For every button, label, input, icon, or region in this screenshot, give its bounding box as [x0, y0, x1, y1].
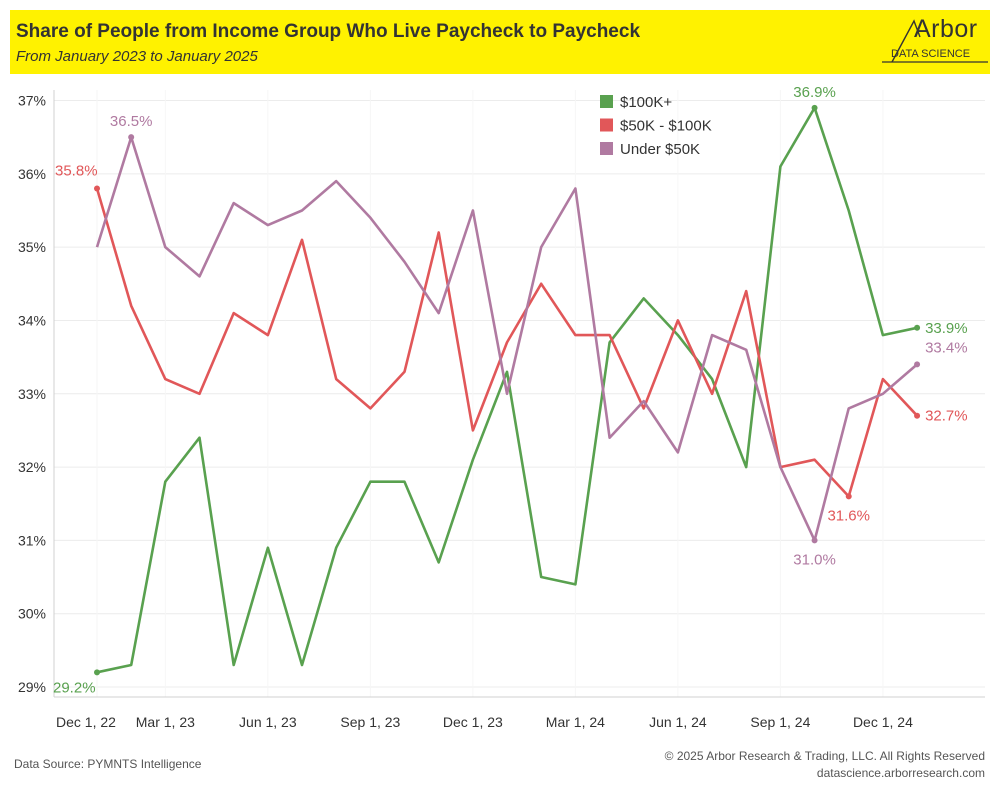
x-tick-label: Dec 1, 23: [443, 714, 503, 730]
legend-label: $50K - $100K: [620, 118, 712, 135]
x-tick-label: Dec 1, 24: [853, 714, 913, 730]
logo-subtitle: DATA SCIENCE: [891, 48, 971, 60]
y-tick-label: 33%: [18, 386, 46, 402]
y-tick-label: 29%: [18, 679, 46, 695]
data-label: 33.9%: [925, 320, 968, 337]
line-chart: 29% 30% 31% 32% 33% 34% 35% 36% 37% Dec 1, 22 Mar …: [18, 84, 985, 730]
data-label: 29.2%: [53, 679, 96, 696]
legend: $100K+ $50K - $100K Under $50K: [600, 94, 712, 158]
data-label: 36.9%: [793, 84, 836, 101]
data-source: Data Source: PYMNTS Intelligence: [14, 757, 202, 771]
series-line: [96, 106, 918, 674]
data-labels: 29.2% 36.9% 33.9% 35.8% 31.6% 32.7% 36.5% 31.0%…: [53, 84, 968, 697]
legend-swatch: [600, 95, 613, 108]
logo-word: Arbor: [914, 15, 978, 43]
data-label: 31.0%: [793, 551, 836, 568]
y-tick-label: 37%: [18, 93, 46, 109]
x-tick-label: Sep 1, 23: [340, 714, 400, 730]
chart-subtitle: From January 2023 to January 2025: [16, 48, 258, 65]
annotated-point: [811, 537, 818, 544]
arbor-logo-mark-icon: [882, 19, 988, 63]
arbor-logo: Arbor DATA SCIENCE: [878, 12, 990, 72]
y-tick-label: 35%: [18, 239, 46, 255]
x-tick-label: Jun 1, 23: [239, 714, 297, 730]
annotated-point: [94, 185, 100, 192]
x-tick-label: Jun 1, 24: [649, 714, 707, 730]
annotated-point: [94, 669, 100, 676]
x-tick-label: Mar 1, 23: [136, 714, 195, 730]
data-label: 32.7%: [925, 408, 968, 425]
grid-lines: [54, 90, 985, 697]
annotated-point: [914, 324, 921, 331]
y-tick-label: 34%: [18, 312, 46, 328]
series-lines: [94, 104, 921, 676]
y-tick-label: 31%: [18, 532, 46, 548]
header-banner: Share of People from Income Group Who Li…: [10, 10, 990, 74]
y-tick-label: 36%: [18, 166, 46, 182]
legend-swatch: [600, 118, 613, 132]
series-line: [95, 135, 918, 542]
annotated-point: [914, 361, 921, 368]
annotated-point: [845, 493, 852, 500]
axes: 29% 30% 31% 32% 33% 34% 35% 36% 37% Dec 1, 22 Mar …: [18, 90, 985, 730]
data-label: 33.4%: [925, 339, 968, 356]
x-tick-label: Mar 1, 24: [546, 714, 605, 730]
x-tick-label: Sep 1, 24: [750, 714, 810, 730]
legend-label: $100K+: [620, 94, 672, 111]
data-label: 35.8%: [55, 162, 98, 179]
legend-label: Under $50K: [620, 141, 700, 158]
data-label: 31.6%: [827, 507, 870, 524]
legend-swatch: [600, 142, 613, 155]
x-tick-label: Dec 1, 22: [56, 714, 116, 730]
copyright-text: © 2025 Arbor Research & Trading, LLC. Al…: [664, 749, 985, 763]
website-link[interactable]: datascience.arborresearch.com: [816, 766, 985, 780]
annotated-point: [914, 412, 921, 419]
annotated-point: [811, 104, 818, 111]
footer-credits: © 2025 Arbor Research & Trading, LLC. Al…: [665, 748, 985, 782]
data-label: 36.5%: [110, 113, 153, 130]
y-tick-label: 30%: [18, 606, 46, 622]
y-tick-label: 32%: [18, 459, 46, 475]
annotated-point: [128, 134, 135, 141]
chart-title: Share of People from Income Group Who Li…: [16, 21, 641, 42]
